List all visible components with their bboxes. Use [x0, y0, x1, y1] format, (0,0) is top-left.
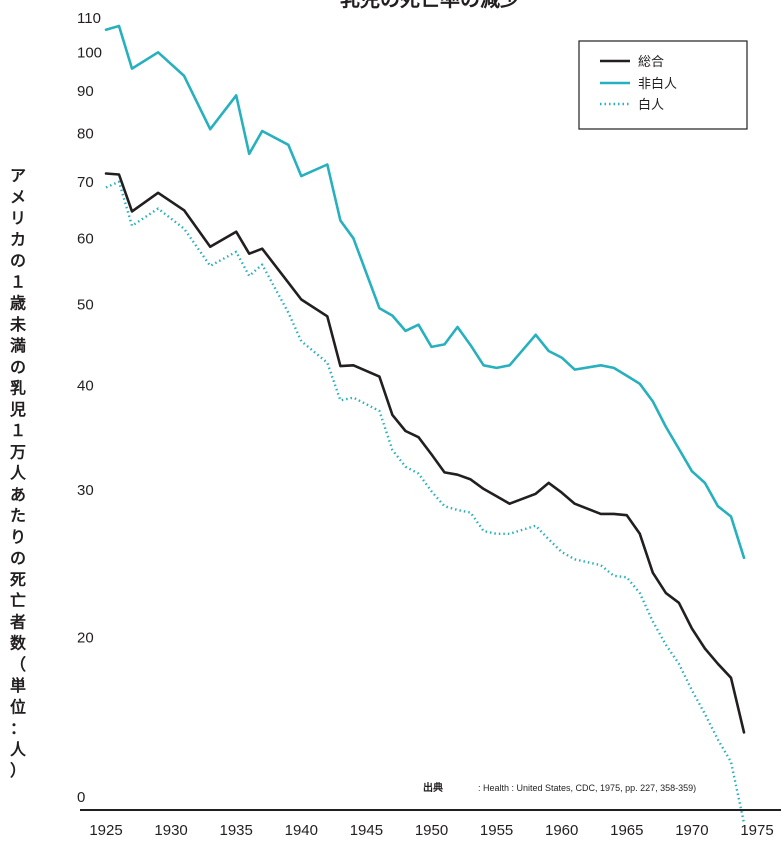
y-axis-label-char: あ: [10, 485, 26, 504]
y-axis-label-char: リ: [10, 209, 26, 228]
y-axis-label-char: の: [10, 549, 26, 568]
y-axis-label-char: 亡: [10, 591, 26, 610]
y-axis-label-char: 人: [10, 740, 27, 759]
y-axis-label-char: １: [10, 421, 26, 440]
legend-label-0: 総合: [638, 55, 664, 70]
y-axis-label-char: 満: [10, 336, 26, 355]
y-tick-label: 70: [77, 174, 94, 191]
y-tick-label: 80: [77, 126, 94, 143]
y-axis-label-char: 万: [9, 442, 26, 461]
y-tick-label: 40: [77, 378, 94, 395]
x-tick-label: 1935: [220, 822, 253, 839]
y-axis-label-char: ：: [10, 719, 26, 738]
x-tick-label: 1950: [415, 822, 448, 839]
y-axis-label-char: の: [10, 357, 26, 376]
y-tick-label: 110: [77, 10, 101, 27]
x-tick-label: 1965: [610, 822, 643, 839]
x-tick-label: 1930: [154, 822, 187, 839]
source-label: 出典: [423, 781, 443, 794]
x-tick-label: 1945: [350, 822, 383, 839]
y-axis-label-char: 児: [9, 400, 26, 419]
y-tick-label: 100: [77, 45, 102, 62]
y-tick-label: 90: [77, 83, 94, 100]
chart-title: 乳児の死亡率の減少: [340, 0, 520, 11]
y-axis-label-char: ア: [10, 166, 26, 185]
y-axis-label-char: 乳: [10, 379, 26, 398]
x-tick-label: 1960: [545, 822, 578, 839]
y-axis-label-char: 単: [10, 676, 26, 695]
legend-label-2: 白人: [638, 97, 664, 113]
x-axis-ticks: 1925 1930 1935 1940 1945 1950 1955 1960 1965 1970…: [89, 822, 773, 839]
y-axis-label-char: ）: [10, 761, 26, 780]
y-axis-label-char: １: [10, 272, 26, 291]
y-axis-label-char: 未: [9, 315, 26, 334]
source-text: : Health : United States, CDC, 1975, pp.…: [478, 783, 696, 793]
legend-label-1: 非白人: [638, 76, 677, 92]
y-axis-label-char: の: [10, 251, 26, 270]
y-tick-label: 60: [77, 230, 94, 247]
y-axis-ticks: 0 20 30 40 50 60 70 80 90 100 110: [77, 10, 102, 806]
y-axis-label-char: 者: [9, 612, 26, 631]
y-axis-label-char: 位: [10, 697, 26, 716]
y-axis-label-char: （: [10, 655, 26, 674]
y-axis-label-char: カ: [10, 230, 26, 249]
legend: 総合 非白人 白人: [578, 40, 748, 130]
series-line-0: [104, 172, 746, 734]
y-axis-label-char: 死: [10, 570, 26, 589]
x-tick-label: 1975: [740, 822, 773, 839]
y-axis-label-char: り: [10, 527, 26, 546]
x-tick-label: 1925: [89, 822, 122, 839]
y-tick-label: 30: [77, 482, 94, 499]
legend-box: [578, 40, 748, 130]
series-line-1: [104, 24, 746, 560]
y-axis-label-char: 人: [10, 464, 27, 483]
y-axis-label-char: た: [10, 506, 26, 525]
y-tick-label: 20: [77, 629, 94, 646]
y-axis-label-char: 歳: [10, 294, 26, 313]
series-layer: [104, 24, 746, 824]
y-tick-label: 0: [77, 789, 85, 806]
x-tick-label: 1940: [285, 822, 318, 839]
y-axis-label-char: メ: [10, 187, 26, 206]
x-tick-label: 1955: [480, 822, 513, 839]
series-line-2: [105, 180, 746, 824]
y-tick-label: 50: [77, 297, 94, 314]
x-tick-label: 1970: [675, 822, 708, 839]
y-axis-label-char: 数: [10, 634, 27, 653]
